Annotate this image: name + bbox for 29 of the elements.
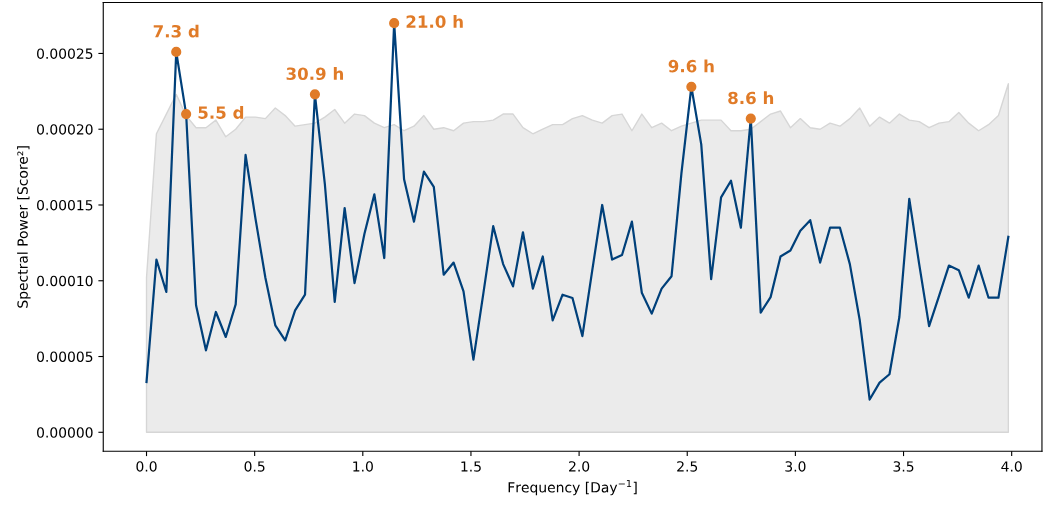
x-axis-title: Frequency [Day$^{−1}$] [508, 479, 637, 496]
y-tick-label: 0.00005 [37, 351, 93, 362]
point [745, 113, 756, 124]
x-tick-label: 3.5 [893, 461, 914, 472]
point [181, 108, 192, 120]
y-axis-title: Spectral Power [Score²] [17, 146, 31, 308]
y-tick-label: 0.00010 [37, 275, 93, 287]
annotation: 7.3 d [153, 24, 199, 38]
y-tick-label: 0.00000 [37, 427, 93, 438]
annotation: 9.6 h [668, 59, 714, 73]
annotation: 30.9 h [286, 67, 344, 81]
x-tick-label: 2.0 [569, 461, 590, 472]
x-tick-label: 0.5 [244, 461, 265, 472]
x-tick-label: 3.0 [785, 461, 806, 472]
y-tick-label: 0.00020 [37, 124, 93, 135]
y-tick-label: 0.00025 [37, 48, 93, 59]
x-tick-label: 0.0 [136, 461, 157, 472]
x-tick-label: 4.0 [1001, 461, 1022, 472]
x-tick-label: 1.0 [353, 461, 373, 472]
x-tick-label: 1.5 [461, 461, 481, 472]
point [309, 89, 321, 100]
x-tick-label: 2.5 [677, 461, 698, 472]
point [686, 81, 697, 92]
annotation: 8.6 h [728, 91, 774, 105]
y-tick-label: 0.00015 [37, 199, 93, 211]
annotation: 5.5 d [198, 106, 244, 119]
annotation: 21.0 h [406, 15, 463, 28]
point [171, 46, 182, 58]
point [389, 18, 400, 29]
